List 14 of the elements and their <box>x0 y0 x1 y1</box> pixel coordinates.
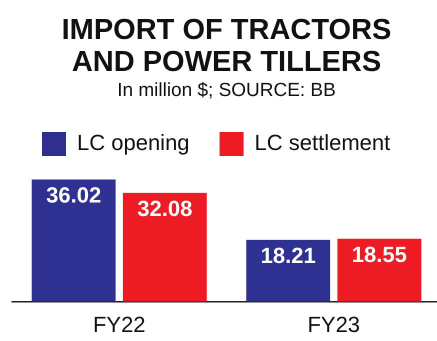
data-label: 18.55 <box>352 242 407 267</box>
bar <box>246 240 330 302</box>
legend-label: LC opening <box>77 130 190 156</box>
bar <box>337 238 422 302</box>
data-label: 36.02 <box>46 182 102 208</box>
x-tick-label: FY22 <box>92 312 146 337</box>
data-label: 18.21 <box>260 242 316 268</box>
legend-label: LC settlement <box>254 130 390 156</box>
chart-title: IMPORT OF TRACTORS AND POWER TILLERS <box>60 13 392 78</box>
bar <box>122 192 207 302</box>
chart-subtitle: In million $; SOURCE: BB <box>116 80 337 102</box>
bar <box>32 179 116 302</box>
x-tick-label: FY23 <box>307 312 360 337</box>
data-label: 32.08 <box>137 196 192 221</box>
